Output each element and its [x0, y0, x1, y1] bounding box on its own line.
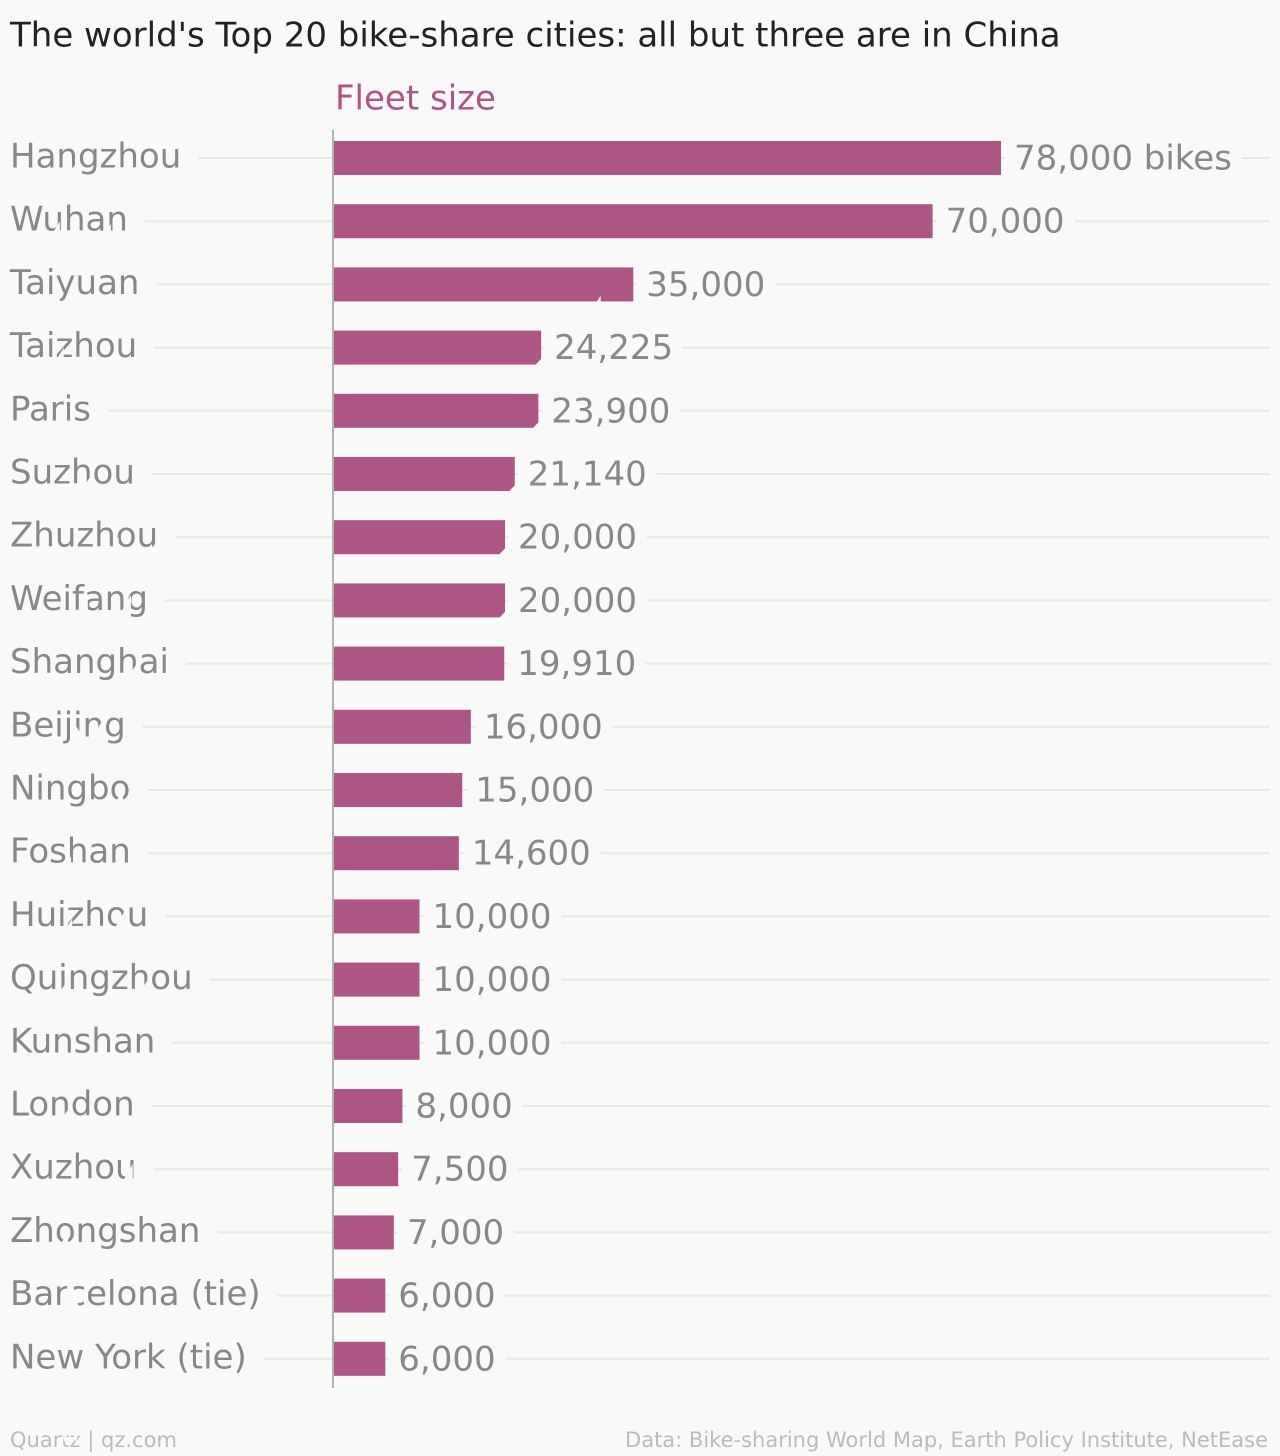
bar: [334, 709, 471, 744]
category-label: Kunshan: [10, 1021, 155, 1061]
bar: [334, 583, 506, 618]
category-label: Taizhou: [9, 326, 137, 366]
bar: [334, 204, 933, 239]
value-label: 21,140: [528, 455, 647, 495]
category-label: Weifang: [10, 579, 148, 619]
chart-title: The world's Top 20 bike-share cities: al…: [9, 16, 1061, 56]
series-label: Fleet size: [335, 79, 496, 119]
value-label: 70,000: [946, 202, 1065, 242]
category-label: Hangzhou: [10, 137, 181, 177]
value-label: 8,000: [415, 1087, 512, 1127]
category-label: Huizhou: [10, 895, 148, 935]
value-label: 7,000: [407, 1213, 504, 1253]
bar: [334, 457, 515, 491]
bar: [334, 962, 420, 997]
bar: [334, 330, 542, 365]
bar: [334, 520, 506, 555]
value-label: 10,000: [433, 960, 552, 1000]
bar: [334, 141, 1001, 175]
bar: [334, 773, 463, 807]
bar: [334, 1025, 420, 1060]
category-label: Paris: [10, 389, 91, 429]
bar: [334, 899, 420, 934]
category-label: Ningbo: [10, 769, 130, 809]
value-label: 6,000: [398, 1339, 495, 1379]
bar: [334, 836, 459, 871]
category-label: Shanghai: [10, 642, 169, 682]
value-label: 14,600: [472, 834, 591, 874]
bar: [334, 267, 634, 302]
value-label: 19,910: [517, 644, 636, 684]
source: Data: Bike-sharing World Map, Earth Poli…: [625, 1428, 1268, 1452]
bar: [334, 1089, 403, 1123]
value-label: 16,000: [484, 707, 603, 747]
bar: [334, 1215, 394, 1250]
value-label: 15,000: [475, 771, 594, 811]
category-label: Barcelona (tie): [10, 1274, 261, 1314]
category-label: Zhuzhou: [10, 516, 158, 556]
value-label: 78,000 bikes: [1014, 139, 1232, 179]
category-label: Beijing: [10, 705, 126, 745]
bar: [334, 1278, 386, 1313]
category-label: Xuzhou: [10, 1148, 137, 1188]
category-label: London: [10, 1085, 135, 1125]
value-label: 7,500: [411, 1150, 508, 1190]
bar: [334, 393, 539, 428]
value-label: 23,900: [551, 391, 670, 431]
value-label: 6,000: [398, 1276, 495, 1316]
category-label: Zhongshan: [10, 1211, 200, 1251]
value-label: 24,225: [554, 328, 673, 368]
value-label: 10,000: [433, 1023, 552, 1063]
value-label: 20,000: [518, 518, 637, 558]
value-label: 35,000: [646, 265, 765, 305]
bar: [334, 1152, 399, 1187]
value-label: 10,000: [433, 897, 552, 937]
category-label: Wuhan: [10, 200, 128, 240]
category-label: Quingzhou: [10, 958, 193, 998]
category-label: Foshan: [10, 832, 131, 872]
bar: [334, 646, 505, 681]
bar: [334, 1341, 386, 1376]
credit: Quartz | qz.com: [10, 1428, 177, 1453]
value-label: 20,000: [518, 581, 637, 621]
category-label: Suzhou: [10, 453, 135, 493]
category-label: Taiyuan: [9, 263, 139, 303]
category-label: New York (tie): [10, 1337, 247, 1377]
